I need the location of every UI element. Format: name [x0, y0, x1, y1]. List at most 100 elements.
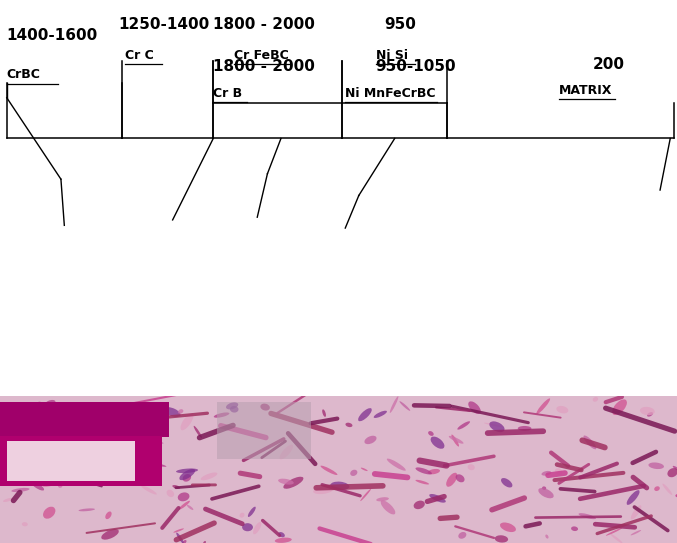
Ellipse shape: [416, 468, 432, 475]
Text: 1800 - 2000: 1800 - 2000: [213, 59, 315, 74]
Ellipse shape: [416, 480, 429, 484]
Ellipse shape: [12, 488, 30, 492]
Ellipse shape: [593, 397, 598, 402]
Ellipse shape: [330, 482, 349, 490]
Ellipse shape: [360, 489, 371, 501]
Ellipse shape: [43, 507, 56, 519]
Ellipse shape: [37, 402, 46, 409]
Ellipse shape: [194, 426, 202, 438]
Ellipse shape: [345, 422, 353, 427]
Text: Cr FeBC: Cr FeBC: [234, 49, 288, 62]
Ellipse shape: [146, 462, 167, 467]
Ellipse shape: [95, 463, 104, 468]
Ellipse shape: [495, 535, 508, 542]
FancyBboxPatch shape: [7, 441, 135, 481]
Ellipse shape: [673, 466, 677, 471]
Ellipse shape: [178, 409, 183, 414]
Ellipse shape: [61, 451, 71, 459]
Ellipse shape: [545, 534, 548, 539]
Ellipse shape: [284, 477, 303, 489]
Ellipse shape: [280, 445, 293, 459]
FancyBboxPatch shape: [217, 402, 311, 459]
Ellipse shape: [182, 540, 187, 543]
Ellipse shape: [200, 472, 217, 480]
Ellipse shape: [654, 487, 660, 491]
Ellipse shape: [203, 541, 206, 543]
Ellipse shape: [579, 513, 596, 519]
Ellipse shape: [322, 409, 326, 417]
Ellipse shape: [60, 468, 64, 472]
Ellipse shape: [390, 396, 398, 413]
Ellipse shape: [627, 490, 640, 505]
Ellipse shape: [313, 487, 333, 494]
Ellipse shape: [226, 402, 238, 409]
Ellipse shape: [167, 490, 174, 497]
Ellipse shape: [668, 468, 677, 477]
Ellipse shape: [387, 459, 406, 471]
Ellipse shape: [649, 463, 664, 469]
Text: 950: 950: [384, 17, 416, 32]
Ellipse shape: [428, 431, 434, 436]
Text: 200: 200: [592, 56, 624, 72]
Ellipse shape: [79, 508, 95, 512]
Ellipse shape: [458, 421, 470, 430]
Ellipse shape: [501, 478, 512, 488]
Ellipse shape: [428, 469, 440, 475]
Ellipse shape: [214, 413, 230, 418]
Ellipse shape: [46, 427, 58, 434]
Ellipse shape: [518, 426, 531, 431]
Ellipse shape: [248, 507, 256, 517]
Text: MATRIX: MATRIX: [559, 84, 612, 97]
Ellipse shape: [102, 529, 119, 540]
Ellipse shape: [22, 522, 28, 526]
Ellipse shape: [36, 478, 55, 483]
Ellipse shape: [183, 474, 191, 482]
FancyBboxPatch shape: [0, 436, 162, 486]
Ellipse shape: [364, 435, 376, 444]
Ellipse shape: [117, 445, 125, 457]
Ellipse shape: [108, 427, 115, 435]
Ellipse shape: [538, 488, 554, 498]
Ellipse shape: [127, 473, 141, 485]
Ellipse shape: [612, 399, 627, 415]
FancyBboxPatch shape: [0, 402, 169, 437]
Ellipse shape: [320, 466, 337, 475]
Ellipse shape: [647, 412, 653, 416]
Ellipse shape: [449, 436, 464, 444]
Ellipse shape: [176, 469, 198, 473]
Ellipse shape: [164, 407, 181, 417]
Ellipse shape: [131, 473, 150, 476]
Ellipse shape: [141, 485, 157, 495]
Ellipse shape: [253, 522, 261, 534]
Ellipse shape: [536, 399, 550, 414]
Ellipse shape: [468, 464, 475, 470]
Ellipse shape: [187, 505, 194, 510]
Ellipse shape: [45, 400, 56, 406]
Ellipse shape: [30, 481, 44, 490]
Ellipse shape: [458, 532, 466, 539]
Ellipse shape: [43, 484, 56, 487]
Ellipse shape: [58, 484, 62, 488]
Ellipse shape: [611, 534, 623, 543]
Ellipse shape: [65, 459, 88, 464]
Ellipse shape: [350, 470, 357, 476]
Text: CrBC: CrBC: [7, 68, 41, 81]
FancyBboxPatch shape: [0, 396, 677, 543]
Ellipse shape: [452, 434, 459, 446]
Ellipse shape: [429, 494, 445, 503]
Ellipse shape: [431, 437, 444, 449]
Ellipse shape: [121, 405, 133, 419]
Ellipse shape: [156, 441, 164, 444]
Text: Ni Si: Ni Si: [376, 49, 408, 62]
Ellipse shape: [176, 533, 183, 543]
Text: 1800 - 2000: 1800 - 2000: [213, 17, 315, 32]
Ellipse shape: [230, 406, 238, 413]
Text: 950-1050: 950-1050: [376, 59, 456, 74]
Text: Cr B: Cr B: [213, 87, 242, 100]
Ellipse shape: [93, 448, 102, 455]
Ellipse shape: [380, 501, 395, 514]
Ellipse shape: [173, 485, 180, 489]
Ellipse shape: [278, 532, 285, 537]
Ellipse shape: [179, 501, 190, 510]
Ellipse shape: [91, 473, 103, 484]
